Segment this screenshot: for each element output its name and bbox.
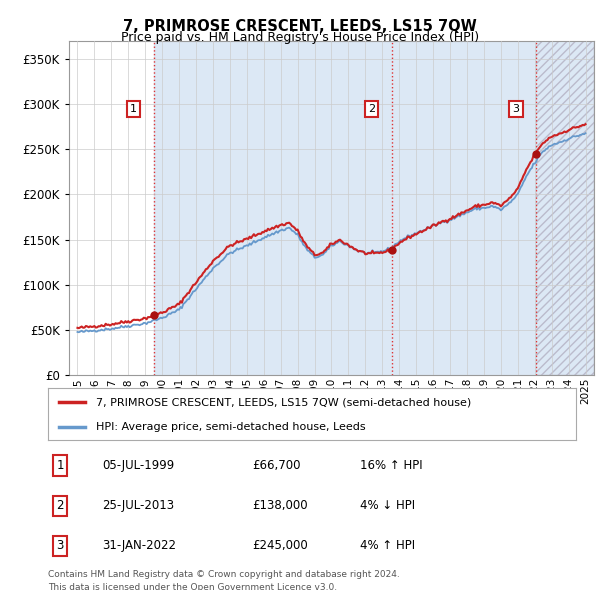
Bar <box>154 41 392 375</box>
Bar <box>392 41 536 375</box>
Text: 7, PRIMROSE CRESCENT, LEEDS, LS15 7QW: 7, PRIMROSE CRESCENT, LEEDS, LS15 7QW <box>123 19 477 34</box>
Text: 2: 2 <box>368 104 375 114</box>
Text: Price paid vs. HM Land Registry's House Price Index (HPI): Price paid vs. HM Land Registry's House … <box>121 31 479 44</box>
Text: 31-JAN-2022: 31-JAN-2022 <box>102 539 176 552</box>
Text: 25-JUL-2013: 25-JUL-2013 <box>102 499 174 512</box>
Text: £66,700: £66,700 <box>252 459 301 472</box>
Text: This data is licensed under the Open Government Licence v3.0.: This data is licensed under the Open Gov… <box>48 583 337 590</box>
Text: Contains HM Land Registry data © Crown copyright and database right 2024.: Contains HM Land Registry data © Crown c… <box>48 570 400 579</box>
Text: 16% ↑ HPI: 16% ↑ HPI <box>360 459 422 472</box>
Text: 4% ↓ HPI: 4% ↓ HPI <box>360 499 415 512</box>
Text: 7, PRIMROSE CRESCENT, LEEDS, LS15 7QW (semi-detached house): 7, PRIMROSE CRESCENT, LEEDS, LS15 7QW (s… <box>95 397 471 407</box>
Text: 3: 3 <box>512 104 519 114</box>
Text: HPI: Average price, semi-detached house, Leeds: HPI: Average price, semi-detached house,… <box>95 422 365 431</box>
Text: 05-JUL-1999: 05-JUL-1999 <box>102 459 174 472</box>
Bar <box>536 41 594 375</box>
Text: 3: 3 <box>56 539 64 552</box>
Text: 4% ↑ HPI: 4% ↑ HPI <box>360 539 415 552</box>
Text: 2: 2 <box>56 499 64 512</box>
Text: £138,000: £138,000 <box>252 499 308 512</box>
Text: 1: 1 <box>56 459 64 472</box>
Text: £245,000: £245,000 <box>252 539 308 552</box>
Text: 1: 1 <box>130 104 137 114</box>
Bar <box>536 41 594 375</box>
